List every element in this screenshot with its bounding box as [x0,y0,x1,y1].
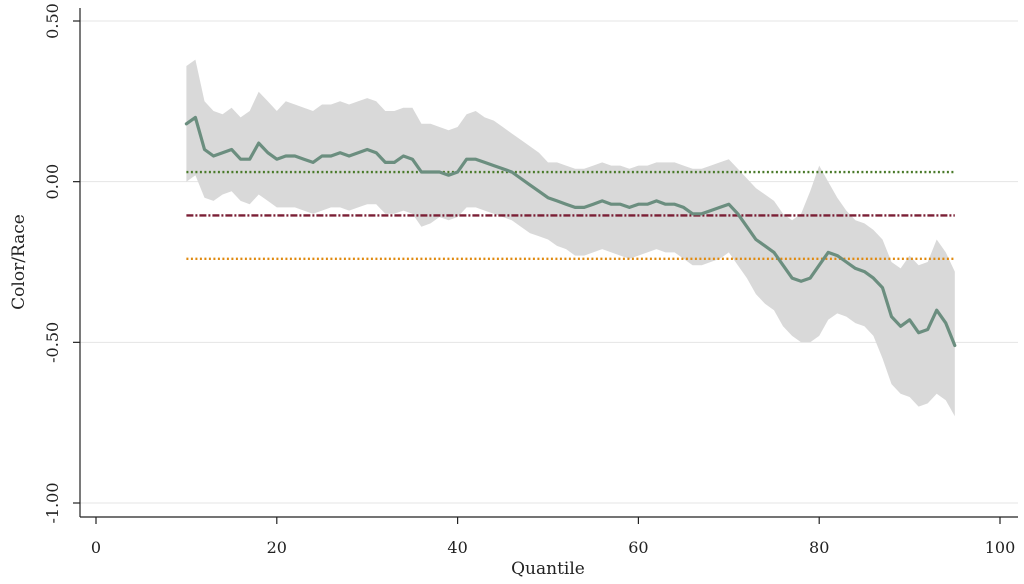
estimate-line [184,115,957,348]
confidence-band-group [186,59,955,417]
estimate-line-group [184,115,957,348]
y-tick-label-3: 0.50 [43,3,62,39]
y-tick-label-2: 0.00 [43,164,62,200]
x-tick-label-5: 100 [985,538,1016,557]
confidence-band [186,59,955,417]
reference-lines-group [186,170,955,260]
x-axis-title: Quantile [511,559,585,579]
ticks-group: 0 20 40 60 80 100 -1.00 -0.50 0.00 0.50 [43,3,1015,557]
x-tick-label-1: 20 [267,538,287,557]
y-tick-label-1: -0.50 [43,322,62,363]
x-tick-label-2: 40 [447,538,467,557]
x-tick-label-3: 60 [628,538,648,557]
y-axis-title: Color/Race [9,214,29,310]
axes-group [79,8,1018,518]
x-tick-label-0: 0 [91,538,101,557]
y-tick-label-0: -1.00 [43,482,62,523]
x-tick-label-4: 80 [809,538,829,557]
